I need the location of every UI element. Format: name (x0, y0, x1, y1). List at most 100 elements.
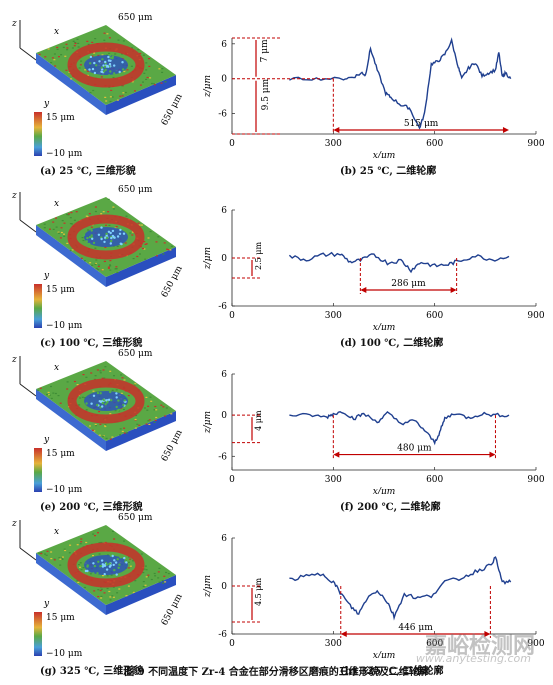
profile-chart: 0 300 600 900 -6 0 6 x/μm z/μm 480 μm 4 μm (198, 344, 548, 494)
y-tick-label: 6 (221, 206, 227, 216)
y-tick-label: -6 (218, 110, 227, 120)
colorbar-max-label: 15 μm (46, 285, 75, 295)
colorbar (34, 612, 42, 656)
y-axis-label: z/μm (203, 575, 213, 598)
caption-2d: (d) 100 ℃, 二维轮廓 (340, 338, 444, 349)
x-tick-label: 300 (325, 311, 342, 321)
caption-2d: (h) 325 ℃, 二维轮廓 (340, 666, 444, 677)
surface-side-left (36, 53, 106, 115)
colorbar-max-label: 15 μm (46, 613, 75, 623)
surface-side-left (36, 553, 106, 615)
dim-width-label: 480 μm (397, 444, 432, 454)
watermark-logo: 嘉峪检测网 (424, 634, 535, 659)
dim-width-label: 515 μm (404, 119, 439, 129)
y-axis-label: z/μm (203, 247, 213, 270)
dim-depth-label: 4 μm (254, 410, 263, 431)
y-tick-label: 0 (221, 411, 227, 421)
dim-depth-label: 4.5 μm (254, 578, 263, 606)
x-axis-label: x/μm (373, 487, 396, 494)
axis-triad: zx (11, 191, 59, 233)
colorbar (34, 112, 42, 156)
surface-side-left (36, 389, 106, 451)
surface-3d-panel: z x 650 μm 650 μm y 15 μm −10 μm (6, 344, 194, 494)
x-tick-label: 0 (229, 475, 235, 485)
colorbar-max-label: 15 μm (46, 113, 75, 123)
axis-z-label: z (11, 19, 17, 29)
dim-width-label: 446 μm (398, 623, 433, 633)
x-tick-label: 600 (426, 639, 443, 649)
colorbar-min-label: −10 μm (46, 149, 83, 158)
axis-z-label: z (11, 355, 17, 365)
x-tick-label: 0 (229, 639, 235, 649)
x-tick-label: 900 (527, 311, 544, 321)
caption-3d: (e) 200 ℃, 三维形貌 (40, 502, 143, 513)
y-axis-label: z/μm (203, 411, 213, 434)
axis-triad: zx (11, 355, 59, 397)
x-tick-label: 900 (527, 139, 544, 149)
caption-2d: (f) 200 ℃, 二维轮廓 (340, 502, 441, 513)
size-right-label: 650 μm (160, 264, 185, 299)
dim-up-label: 7 μm (260, 39, 270, 62)
surface-3d-panel: z x 650 μm 650 μm y 15 μm −10 μm (6, 508, 194, 658)
colorbar (34, 448, 42, 492)
x-tick-label: 300 (325, 475, 342, 485)
dim-down-label: 9.5 μm (261, 78, 271, 110)
x-tick-label: 600 (426, 475, 443, 485)
x-tick-label: 600 (426, 139, 443, 149)
surface-side-right (106, 75, 176, 115)
x-tick-label: 600 (426, 311, 443, 321)
axis-z-label: z (11, 519, 17, 529)
axis-triad: zx (11, 19, 59, 61)
dim-depth-label: 2.5 μm (254, 242, 263, 270)
wear-scar-ring (67, 214, 145, 260)
axis-z-label: z (11, 191, 17, 201)
y-tick-label: 0 (221, 254, 227, 264)
surface-side-right (106, 411, 176, 451)
size-right-label: 650 μm (160, 428, 185, 463)
watermark-url: www.anytesting.com (415, 652, 531, 665)
size-top-label: 650 μm (118, 13, 153, 23)
x-axis-label: x/μm (373, 151, 396, 158)
x-tick-label: 0 (229, 311, 235, 321)
size-right-label: 650 μm (160, 592, 185, 627)
y-tick-label: 6 (221, 534, 227, 544)
x-axis-label: x/μm (373, 323, 396, 330)
y-tick-label: 6 (221, 370, 227, 380)
profile-line (289, 410, 510, 446)
axis-y-label: y (43, 99, 50, 109)
axis-triad: zx (11, 519, 59, 561)
size-top-label: 650 μm (118, 185, 153, 195)
size-top-label: 650 μm (118, 349, 153, 359)
y-tick-label: 0 (221, 75, 227, 85)
y-tick-label: 0 (221, 582, 227, 592)
x-tick-label: 0 (229, 139, 235, 149)
wear-scar-ring (67, 378, 145, 424)
dim-width-label: 286 μm (391, 279, 426, 289)
wear-scar-ring (67, 42, 145, 88)
axis-x-label: x (54, 527, 59, 537)
colorbar-min-label: −10 μm (46, 649, 83, 658)
colorbar-max-label: 15 μm (46, 449, 75, 459)
axis-x-label: x (54, 363, 59, 373)
surface-side-right (106, 247, 176, 287)
profile-line (289, 37, 512, 130)
colorbar-min-label: −10 μm (46, 321, 83, 330)
caption-3d: (c) 100 ℃, 三维形貌 (40, 338, 143, 349)
x-axis-label: x/μm (373, 651, 396, 658)
profile-line (289, 556, 512, 621)
size-right-label: 650 μm (160, 92, 185, 127)
x-tick-label: 900 (527, 475, 544, 485)
profile-line (288, 251, 510, 274)
axis-y-label: y (43, 599, 50, 609)
caption-2d: (b) 25 ℃, 二维轮廓 (340, 166, 437, 177)
wear-scar-ring (67, 542, 145, 588)
y-tick-label: -6 (218, 630, 227, 640)
surface-side-left (36, 225, 106, 287)
axis-x-label: x (54, 27, 59, 37)
y-tick-label: -6 (218, 452, 227, 462)
caption-3d: (g) 325 ℃, 三维形貌 (40, 666, 144, 677)
y-axis-label: z/μm (203, 75, 213, 98)
axis-x-label: x (54, 199, 59, 209)
profile-chart: 0 300 600 900 -6 0 6 x/μm z/μm 446 μm 4.5 μm (198, 508, 548, 658)
y-tick-label: 6 (221, 40, 227, 50)
